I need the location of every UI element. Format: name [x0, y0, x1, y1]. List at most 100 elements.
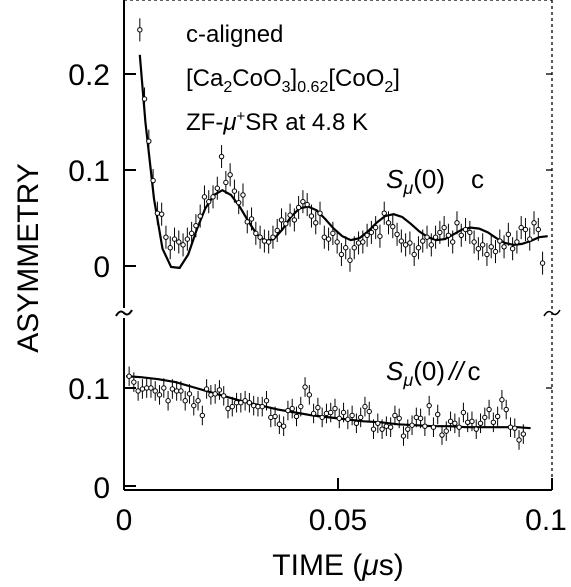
top-data-point-73 — [450, 239, 456, 245]
bottom-data-point-56 — [366, 408, 372, 415]
bottom-data-point-63 — [396, 415, 402, 422]
bottom-data-point-45 — [319, 414, 325, 421]
top-data-point-89 — [518, 224, 524, 231]
x-axis-title: TIME (μs) — [272, 549, 403, 582]
top-data-point-48 — [343, 245, 349, 251]
top-data-point-38 — [300, 198, 306, 205]
top-data-point-32 — [274, 227, 280, 234]
bottom-data-point-67 — [413, 414, 420, 421]
bottom-data-point-43 — [310, 410, 317, 417]
top-data-point-5 — [158, 211, 165, 217]
bottom-data-point-16 — [195, 398, 201, 404]
top-data-point-42 — [317, 210, 323, 216]
bottom-data-point-48 — [332, 405, 338, 412]
bottom-data-point-70 — [426, 402, 432, 409]
top-data-point-64 — [411, 251, 417, 258]
bottom-data-point-86 — [494, 413, 501, 420]
top-data-point-24 — [240, 192, 246, 198]
bottom-data-point-84 — [486, 406, 492, 413]
top-data-point-51 — [355, 240, 362, 246]
top-data-point-79 — [475, 246, 482, 252]
top-data-point-25 — [244, 219, 250, 225]
bottom-data-point-12 — [178, 388, 184, 394]
top-data-point-21 — [227, 172, 233, 178]
bottom-data-point-14 — [186, 391, 193, 397]
top-data-point-92 — [531, 220, 537, 226]
top-data-point-40 — [308, 213, 315, 219]
top-data-point-11 — [184, 236, 191, 242]
top-data-point-75 — [458, 232, 464, 238]
x-tick-label-0.1: 0.1 — [525, 504, 567, 537]
top-data-point-41 — [313, 220, 319, 226]
bottom-data-point-79 — [464, 419, 471, 425]
bottom-data-point-1 — [131, 379, 137, 385]
bottom-data-point-3 — [139, 386, 146, 392]
top-data-point-12 — [188, 230, 195, 237]
bottom-data-point-6 — [152, 388, 158, 394]
bottom-data-point-55 — [362, 403, 368, 410]
top-data-point-65 — [415, 245, 422, 251]
annotation-c-aligned: c-aligned — [186, 21, 283, 48]
top-data-point-63 — [407, 240, 413, 246]
bottom-data-point-89 — [507, 424, 514, 430]
bottom-data-point-81 — [473, 426, 479, 432]
y-tick-label-top-0: 0 — [93, 251, 110, 284]
formula-part4: [CoO — [328, 65, 384, 92]
bottom-data-point-27 — [242, 398, 248, 404]
bottom-data-point-15 — [191, 402, 197, 409]
bottom-data-point-10 — [169, 386, 176, 392]
top-data-point-28 — [257, 234, 263, 240]
bottom-data-point-38 — [289, 405, 295, 412]
top-data-point-22 — [231, 188, 238, 194]
top-data-point-86 — [505, 231, 512, 238]
formula-sub3: 0.62 — [297, 79, 328, 96]
top-data-point-16 — [206, 198, 212, 205]
top-data-point-35 — [287, 212, 293, 218]
bot-label-par: // — [447, 356, 466, 386]
ticks — [124, 73, 553, 490]
top-data-point-60 — [394, 231, 400, 238]
series-label-bottom: Sμ(0)//c — [386, 356, 480, 390]
top-data-point-39 — [304, 201, 310, 208]
x-tick-label-0.05: 0.05 — [309, 504, 367, 537]
top-data-point-43 — [321, 234, 328, 240]
top-data-point-36 — [291, 217, 298, 223]
bottom-data-point-2 — [135, 388, 141, 394]
bottom-data-point-19 — [208, 392, 214, 398]
top-data-point-66 — [420, 238, 426, 244]
bottom-data-point-73 — [439, 432, 445, 438]
formula-part3: ] — [291, 65, 298, 92]
bottom-data-point-54 — [357, 414, 364, 421]
y-tick-label-top-0.2: 0.2 — [68, 59, 110, 92]
top-data-point-47 — [338, 251, 345, 258]
bottom-data-point-13 — [182, 398, 188, 404]
top-data-point-57 — [381, 210, 387, 216]
formula-sub2: 3 — [282, 79, 291, 96]
bottom-data-point-8 — [161, 385, 167, 391]
bottom-data-point-78 — [460, 409, 467, 416]
top-data-point-88 — [514, 239, 520, 245]
bottom-data-point-53 — [353, 420, 360, 426]
bot-label-c: c — [467, 356, 480, 386]
top-data-point-59 — [390, 223, 396, 230]
top-fit-curve — [138, 54, 548, 270]
top-data-point-45 — [330, 230, 336, 237]
bottom-data-point-0 — [126, 373, 132, 379]
top-data-point-29 — [261, 238, 268, 244]
bottom-data-point-83 — [482, 414, 488, 421]
bottom-data-point-51 — [345, 416, 351, 423]
bottom-data-point-58 — [375, 420, 381, 426]
bottom-data-point-29 — [250, 402, 257, 409]
bottom-data-point-37 — [285, 407, 291, 414]
top-data-point-15 — [201, 194, 208, 200]
top-data-point-9 — [176, 239, 182, 245]
top-data-point-72 — [445, 232, 452, 238]
top-data-point-67 — [424, 234, 430, 240]
bottom-data-point-33 — [268, 414, 274, 421]
top-data-point-13 — [193, 222, 199, 229]
top-data-point-37 — [295, 204, 302, 211]
bottom-data-point-82 — [477, 420, 484, 426]
bottom-fit-curve — [126, 375, 531, 430]
axis-break-left — [115, 309, 133, 317]
